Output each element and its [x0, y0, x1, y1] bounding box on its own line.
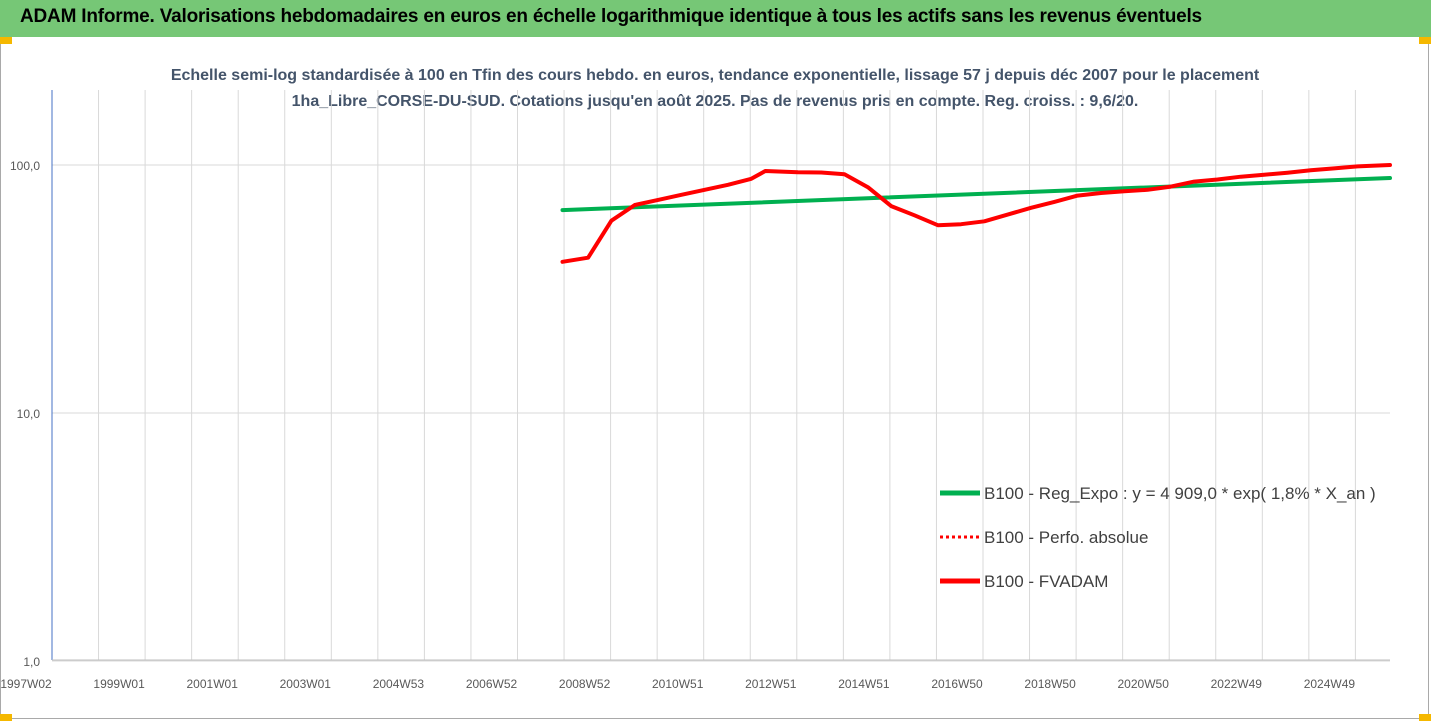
- x-tick-label: 2020W50: [1118, 677, 1170, 691]
- x-tick-label: 2010W51: [652, 677, 704, 691]
- x-tick-label: 2004W53: [373, 677, 425, 691]
- y-tick-label: 100,0: [10, 159, 40, 173]
- x-tick-label: 2006W52: [466, 677, 518, 691]
- corner-marker-right: [1419, 37, 1431, 44]
- x-tick-label: 2012W51: [745, 677, 797, 691]
- corner-marker-left: [0, 37, 12, 44]
- x-tick-label: 2016W50: [931, 677, 983, 691]
- x-tick-label: 2024W49: [1304, 677, 1356, 691]
- x-tick-label: 1997W02: [0, 677, 52, 691]
- legend-label-3: B100 - FVADAM: [984, 572, 1108, 591]
- x-tick-label: 2014W51: [838, 677, 890, 691]
- y-tick-label: 1,0: [23, 655, 40, 669]
- header-banner: ADAM Informe. Valorisations hebdomadaire…: [0, 0, 1431, 37]
- x-tick-label: 2022W49: [1211, 677, 1263, 691]
- banner-title: ADAM Informe. Valorisations hebdomadaire…: [20, 6, 1202, 27]
- chart-title: Echelle semi-log standardisée à 100 en T…: [170, 67, 1260, 110]
- corner-marker-bottom-left: [0, 714, 12, 721]
- x-tick-label: 2018W50: [1024, 677, 1076, 691]
- series-line-1: [560, 176, 1392, 213]
- series-line-3: [560, 163, 1392, 264]
- x-tick-label: 2008W52: [559, 677, 611, 691]
- y-tick-label: 10,0: [17, 407, 41, 421]
- x-tick-label: 1999W01: [93, 677, 145, 691]
- corner-marker-bottom-right: [1419, 714, 1431, 721]
- x-tick-label: 2003W01: [280, 677, 332, 691]
- x-tick-label: 2001W01: [187, 677, 239, 691]
- legend-label-2: B100 - Perfo. absolue: [984, 528, 1148, 547]
- legend-label-1: B100 - Reg_Expo : y = 4 909,0 * exp( 1,8…: [984, 484, 1376, 503]
